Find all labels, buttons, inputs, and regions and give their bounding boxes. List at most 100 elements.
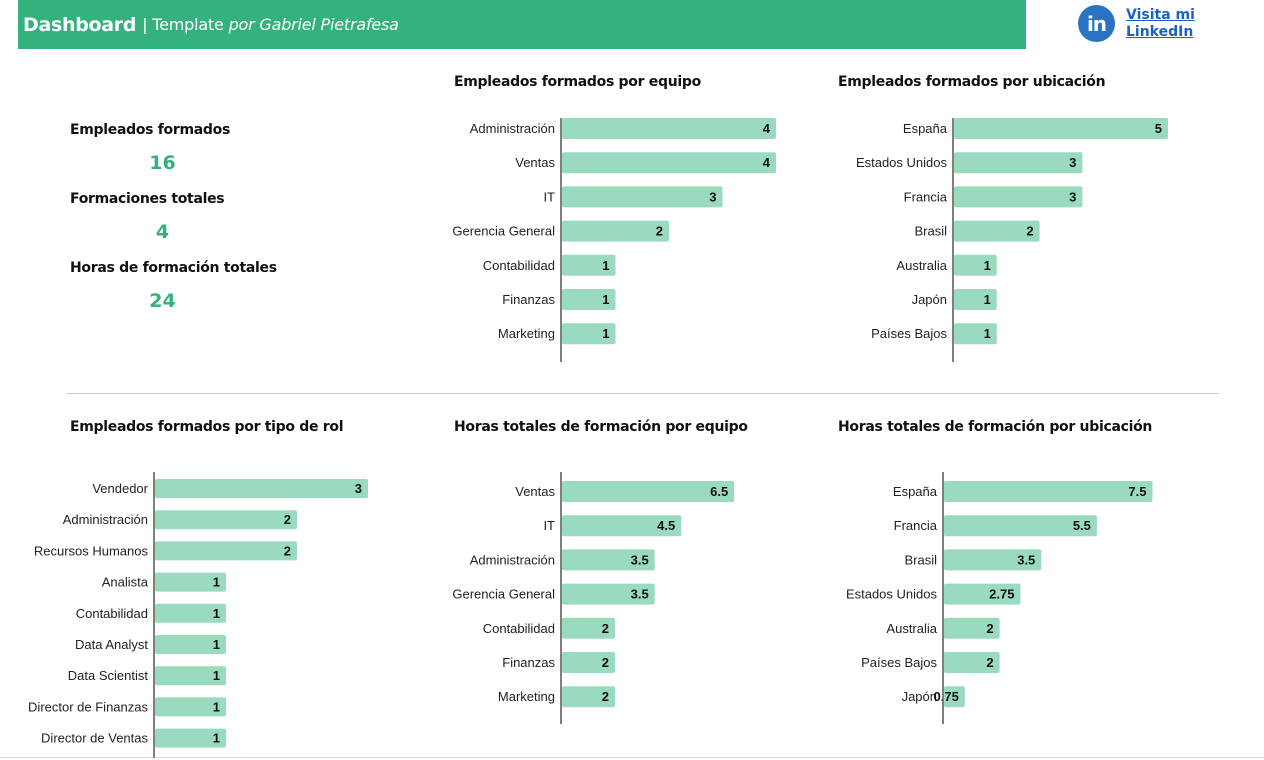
linkedin-icon[interactable]: in (1078, 5, 1115, 42)
category-label: Australia (896, 258, 947, 273)
data-label: 3 (355, 481, 362, 496)
kpi-empleados-formados: Empleados formados 16 (70, 122, 230, 174)
bar (562, 220, 669, 242)
category-label: Contabilidad (483, 621, 555, 636)
category-label: Vendedor (92, 481, 148, 496)
chart-title-horas-equipo: Horas totales de formación por equipo (454, 419, 748, 435)
data-label: 3 (1069, 189, 1076, 204)
bar (562, 186, 723, 208)
data-label: 2 (1026, 224, 1033, 239)
data-label: 2 (602, 655, 609, 670)
data-label: 1 (213, 668, 220, 683)
data-label: 2 (602, 621, 609, 636)
bar (155, 697, 226, 717)
category-label: Contabilidad (483, 258, 555, 273)
data-label: 1 (213, 606, 220, 621)
bar (954, 254, 997, 276)
bar (155, 541, 297, 561)
data-label: 4 (763, 121, 771, 136)
dashboard-subtitle: | Template por Gabriel Pietrafesa (142, 15, 399, 34)
category-label: IT (543, 189, 555, 204)
data-label: 1 (984, 258, 991, 273)
category-label: Gerencia General (452, 224, 555, 239)
category-label: Finanzas (502, 292, 555, 307)
bar (944, 515, 1097, 537)
data-label: 1 (984, 292, 991, 307)
bar-chart-4: España 7.5 Francia 5.5 Brasil 3.5 Estados Unid… (846, 472, 1153, 724)
category-label: Director de Finanzas (28, 699, 148, 714)
bar (954, 323, 997, 345)
category-label: España (893, 484, 938, 499)
bar (562, 323, 616, 345)
data-label: 2 (986, 621, 993, 636)
kpi-value: 24 (149, 290, 176, 312)
category-label: Estados Unidos (856, 155, 948, 170)
linkedin-link-group[interactable]: in Visita mi LinkedIn (1078, 5, 1206, 42)
category-label: Francia (904, 189, 948, 204)
bar (562, 118, 776, 139)
category-label: Gerencia General (452, 587, 555, 602)
data-label: 5.5 (1073, 518, 1091, 533)
data-label: 2 (986, 655, 993, 670)
data-label: 3 (1069, 155, 1076, 170)
chart-title-horas-ubicacion: Horas totales de formación por ubicación (838, 419, 1153, 435)
data-label: 1 (213, 575, 220, 590)
bar (944, 583, 1021, 605)
data-label: 4 (763, 155, 771, 170)
bar (944, 617, 1000, 639)
category-label: IT (543, 518, 555, 533)
bar (155, 603, 226, 623)
bar (155, 635, 226, 654)
bar (562, 481, 735, 502)
header-bar: Dashboard | Template por Gabriel Pietraf… (18, 0, 1026, 49)
data-label: 3.5 (631, 552, 649, 567)
data-label: 1 (984, 326, 991, 341)
category-label: Contabilidad (76, 606, 148, 621)
data-label: 2 (284, 543, 291, 558)
category-label: Ventas (515, 484, 555, 499)
bar-chart-3: Ventas 6.5 IT 4.5 Administración 3.5 Gerencia … (452, 472, 735, 724)
data-label: 1 (213, 731, 220, 746)
category-label: Estados Unidos (846, 587, 938, 602)
data-label: 4.5 (657, 518, 675, 533)
category-label: España (903, 121, 948, 136)
category-label: Marketing (498, 689, 555, 704)
bar (562, 549, 655, 571)
bar (954, 220, 1040, 242)
category-label: Data Analyst (75, 637, 148, 652)
bar (944, 652, 1000, 673)
category-label: Francia (894, 518, 938, 533)
bar (954, 186, 1083, 208)
dashboard-title: Dashboard (23, 13, 137, 36)
data-label: 6.5 (710, 484, 728, 499)
data-label: 1 (602, 292, 609, 307)
data-label: 3 (709, 189, 716, 204)
bar (562, 652, 615, 673)
category-label: Director de Ventas (41, 731, 148, 746)
bar-chart-0: Administración 4 Ventas 4 IT 3 Gerencia Genera… (452, 118, 776, 362)
category-label: Administración (470, 121, 555, 136)
linkedin-link[interactable]: Visita mi LinkedIn (1126, 6, 1195, 40)
title-separator: | (142, 15, 148, 34)
bar-chart-1: España 5 Estados Unidos 3 Francia 3 Brasil 2 Aus… (856, 118, 1168, 362)
category-label: Brasil (904, 552, 937, 567)
bar (954, 118, 1168, 139)
data-label: 1 (213, 637, 220, 652)
category-label: Australia (886, 621, 937, 636)
data-label: 1 (213, 699, 220, 714)
data-label: 2 (656, 224, 663, 239)
section-divider (66, 393, 1219, 394)
bar (155, 572, 226, 592)
kpi-label: Formaciones totales (70, 191, 225, 207)
category-label: Administración (470, 552, 555, 567)
category-label: Administración (63, 512, 148, 527)
kpi-label: Empleados formados (70, 122, 230, 138)
chart-title-empleados-ubicacion: Empleados formados por ubicación (838, 74, 1106, 90)
bar (155, 728, 226, 748)
data-label: 3.5 (631, 587, 649, 602)
data-label: 0.75 (934, 689, 959, 704)
bar (562, 152, 776, 174)
kpi-value: 4 (155, 221, 170, 243)
category-label: Finanzas (502, 655, 555, 670)
